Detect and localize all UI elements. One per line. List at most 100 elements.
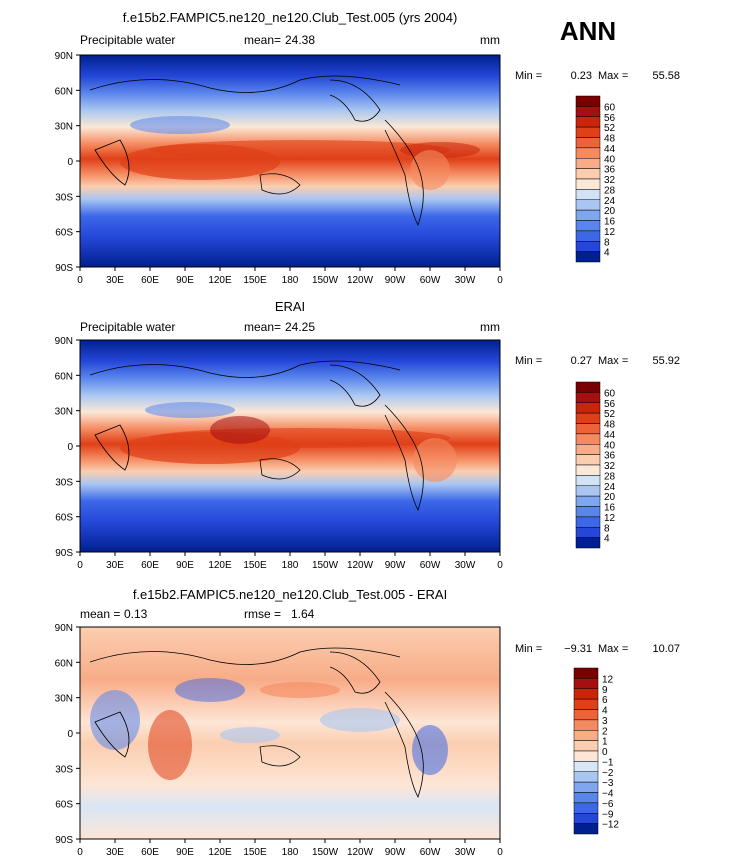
colorbar-swatch [575,444,601,455]
panel-erai-y-ticks: 90N 60N 30N 0 30S 60S 90S [55,336,80,559]
colorbar-level-label: 60 [604,102,616,113]
colorbar-level-label: −2 [602,768,614,779]
x-tick-label: 180 [282,560,299,571]
x-tick-label: 90E [176,275,194,286]
colorbar-swatch [573,688,599,700]
colorbar-swatch [573,781,599,793]
panel-erai-mean: 24.25 [285,320,315,334]
y-tick-label: 30N [55,407,73,418]
panel-diff-title: f.e15b2.FAMPIC5.ne120_ne120.Club_Test.00… [133,587,447,602]
colorbar-swatch [573,750,599,762]
colorbar-level-label: 32 [604,175,616,186]
x-tick-label: 150E [243,847,267,858]
x-tick-label: 150W [312,275,339,286]
panel-model-title: f.e15b2.FAMPIC5.ne120_ne120.Club_Test.00… [123,10,458,25]
x-tick-label: 90W [385,847,406,858]
y-tick-label: 30N [55,122,73,133]
colorbar-level-label: −1 [602,757,614,768]
panel-model-mean-label: mean= [244,33,281,47]
colorbar-level-label: 28 [604,471,616,482]
panel-diff-min-label: Min = [515,643,542,655]
x-tick-label: 60E [141,847,159,858]
y-tick-label: 0 [67,157,73,168]
colorbar-level-label: −12 [602,820,619,831]
colorbar-level-label: 20 [604,206,616,217]
x-tick-label: 30W [455,560,476,571]
x-tick-label: 90W [385,275,406,286]
colorbar-swatch [575,230,601,242]
colorbar-swatch [575,412,601,424]
x-tick-label: 120E [208,275,232,286]
panel-erai-title: ERAI [275,299,305,314]
colorbar-level-label: 48 [604,134,616,145]
panel-erai-field: Precipitable water [80,320,175,334]
panel-erai-mean-label: mean= [244,320,281,334]
colorbar-swatch [573,740,599,752]
x-tick-label: 60E [141,560,159,571]
panel-model-max-label: Max = [598,70,628,82]
colorbar-swatch [575,106,601,117]
colorbar-swatch [575,178,601,190]
colorbar-swatch [575,527,601,538]
panel-model: f.e15b2.FAMPIC5.ne120_ne120.Club_Test.00… [55,10,680,286]
season-label: ANN [560,16,616,46]
colorbar-swatch [575,251,601,263]
colorbar-swatch [575,392,601,403]
colorbar-level-label: 12 [602,674,614,685]
x-tick-label: 60E [141,275,159,286]
y-tick-label: 30N [55,694,73,705]
y-tick-label: 60N [55,658,73,669]
colorbar-swatch [575,116,601,128]
colorbar-swatch [573,709,599,721]
panel-diff-rmse-label: rmse = [244,607,281,621]
x-tick-label: 60W [420,847,441,858]
y-tick-label: 60S [55,228,73,239]
panel-model-min-label: Min = [515,70,542,82]
panel-diff-rmse: 1.64 [291,607,315,621]
panel-diff-mean-label: mean = [80,607,120,621]
colorbar-swatch [575,381,601,393]
y-tick-label: 30S [55,477,73,488]
colorbar-swatch [573,698,599,710]
colorbar-level-label: 16 [604,217,616,228]
x-tick-label: 30E [106,847,124,858]
panel-diff-min: −9.31 [564,643,592,655]
x-tick-label: 0 [77,847,83,858]
colorbar-swatch [575,126,601,138]
y-tick-label: 0 [67,442,73,453]
panel-model-map [79,54,501,268]
panel-model-field: Precipitable water [80,33,175,47]
y-tick-label: 60N [55,86,73,97]
x-tick-label: 30W [455,275,476,286]
panel-erai-max-label: Max = [598,355,628,367]
panel-diff-mean: 0.13 [124,607,148,621]
colorbar-swatch [575,485,601,497]
colorbar-swatch [575,168,601,180]
colorbar-level-label: 44 [604,430,616,441]
colorbar-swatch [573,771,599,783]
colorbar-level-label: −9 [602,809,614,820]
colorbar-level-label: 32 [604,461,616,472]
x-tick-label: 0 [77,275,83,286]
colorbar-swatch [575,199,601,211]
panel-erai-max: 55.92 [652,355,680,367]
colorbar-swatch [575,189,601,200]
y-tick-label: 30S [55,192,73,203]
x-tick-label: 0 [77,560,83,571]
x-tick-label: 90W [385,560,406,571]
colorbar-level-label: 36 [604,165,616,176]
x-tick-label: 30E [106,275,124,286]
colorbar-level-label: 4 [604,534,610,545]
panel-erai-min-label: Min = [515,355,542,367]
colorbar-level-label: 56 [604,113,616,124]
panel-erai-units: mm [480,320,500,334]
y-tick-label: 60S [55,513,73,524]
colorbar-swatch [575,241,601,252]
colorbar-level-label: 60 [604,388,616,399]
colorbar-swatch [575,147,601,159]
panel-erai-map [79,339,501,553]
colorbar-level-label: −3 [602,778,614,789]
panel-model-mean: 24.38 [285,33,315,47]
colorbar-level-label: 9 [602,685,608,696]
